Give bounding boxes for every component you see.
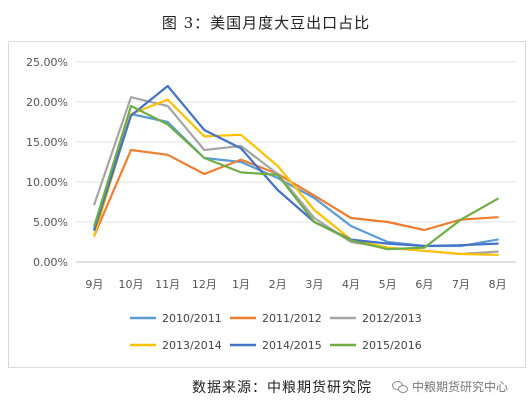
y-tick-label: 20.00% (26, 96, 68, 109)
legend-item: 2012/2013 (330, 312, 422, 325)
y-axis-ticks: 0.00% 5.00% 10.00% 15.00% 20.00% 25.00% (26, 56, 68, 269)
watermark: 中粮期货研究中心 (392, 378, 508, 395)
series-line-2012-2013 (93, 96, 499, 256)
legend-label: 2010/2011 (162, 312, 222, 325)
y-tick-label: 10.00% (26, 176, 68, 189)
legend-label: 2011/2012 (262, 312, 322, 325)
legend-item: 2014/2015 (230, 339, 322, 352)
legend-item: 2011/2012 (230, 312, 322, 325)
legend-item: 2013/2014 (130, 339, 222, 352)
x-tick-label: 3月 (305, 278, 323, 291)
y-tick-label: 15.00% (26, 136, 68, 149)
wechat-icon (392, 380, 408, 394)
y-tick-label: 0.00% (33, 256, 68, 269)
x-tick-label: 7月 (452, 278, 470, 291)
series-lines (93, 84, 499, 256)
legend-label: 2012/2013 (362, 312, 422, 325)
legend-label: 2014/2015 (262, 339, 322, 352)
x-tick-label: 10月 (119, 278, 144, 291)
gridlines (76, 61, 516, 263)
x-axis-ticks: 9月 10月 11月 12月 1月 2月 3月 4月 5月 6月 7月 8月 (85, 278, 506, 291)
x-tick-label: 11月 (155, 278, 180, 291)
x-tick-label: 1月 (232, 278, 250, 291)
series-line-2014-2015 (93, 84, 499, 248)
chart-title: 图 3：美国月度大豆出口占比 (161, 14, 371, 32)
x-tick-label: 4月 (342, 278, 360, 291)
series-line-2013-2014 (93, 98, 499, 256)
legend-item: 2015/2016 (330, 339, 422, 352)
legend-label: 2013/2014 (162, 339, 222, 352)
legend: 2010/2011 2011/2012 2012/2013 2013/2014 2014… (130, 312, 422, 352)
x-tick-label: 2月 (269, 278, 287, 291)
y-tick-label: 5.00% (33, 216, 68, 229)
legend-label: 2015/2016 (362, 339, 422, 352)
series-line-2011-2012 (93, 148, 499, 237)
x-tick-label: 6月 (415, 278, 433, 291)
legend-item: 2010/2011 (130, 312, 222, 325)
x-tick-label: 9月 (85, 278, 103, 291)
y-tick-label: 25.00% (26, 56, 68, 69)
x-tick-label: 8月 (489, 278, 507, 291)
watermark-text: 中粮期货研究中心 (412, 380, 509, 394)
x-tick-label: 12月 (192, 278, 217, 291)
data-source: 数据来源：中粮期货研究院 (192, 380, 372, 396)
x-tick-label: 5月 (379, 278, 397, 291)
series-line-2015-2016 (93, 104, 499, 251)
